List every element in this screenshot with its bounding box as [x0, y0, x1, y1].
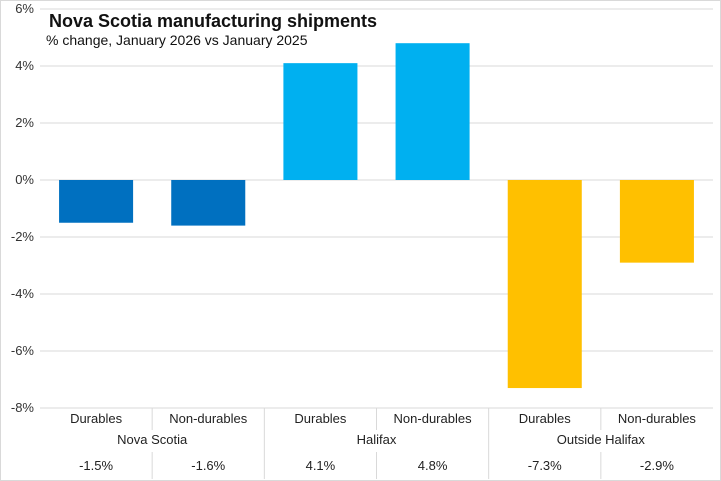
value-label: -1.5% [79, 458, 113, 473]
y-tick-label: 6% [15, 1, 34, 16]
bar [507, 180, 582, 389]
y-tick-label: 2% [15, 115, 34, 130]
category-label: Durables [70, 411, 123, 426]
bar [59, 180, 134, 223]
category-label: Durables [294, 411, 347, 426]
gridlines [40, 8, 713, 409]
bar [283, 63, 358, 180]
value-label: 4.8% [418, 458, 448, 473]
y-tick-label: -8% [11, 400, 35, 415]
category-label: Durables [519, 411, 572, 426]
category-label: Non-durables [618, 411, 697, 426]
group-label: Outside Halifax [557, 432, 646, 447]
value-label: -1.6% [191, 458, 225, 473]
y-tick-label: -6% [11, 343, 35, 358]
chart-subtitle: % change, January 2026 vs January 2025 [46, 32, 308, 48]
value-label: 4.1% [306, 458, 336, 473]
category-table: Durables -1.5% Non-durables -1.6%Nova Scoti… [70, 408, 696, 479]
y-axis-ticks: 6% 4% 2% 0% -2% -4% -6% -8% [11, 1, 35, 415]
bar [395, 43, 470, 181]
y-tick-label: 4% [15, 58, 34, 73]
chart-title: Nova Scotia manufacturing shipments [49, 11, 377, 31]
bars [59, 43, 694, 389]
bar [171, 180, 246, 226]
value-label: -7.3% [528, 458, 562, 473]
category-label: Non-durables [394, 411, 473, 426]
y-tick-label: -2% [11, 229, 35, 244]
group-label: Nova Scotia [117, 432, 188, 447]
category-label: Non-durables [169, 411, 248, 426]
group-label: Halifax [357, 432, 397, 447]
value-label: -2.9% [640, 458, 674, 473]
y-tick-label: -4% [11, 286, 35, 301]
bar [619, 180, 694, 263]
y-tick-label: 0% [15, 172, 34, 187]
